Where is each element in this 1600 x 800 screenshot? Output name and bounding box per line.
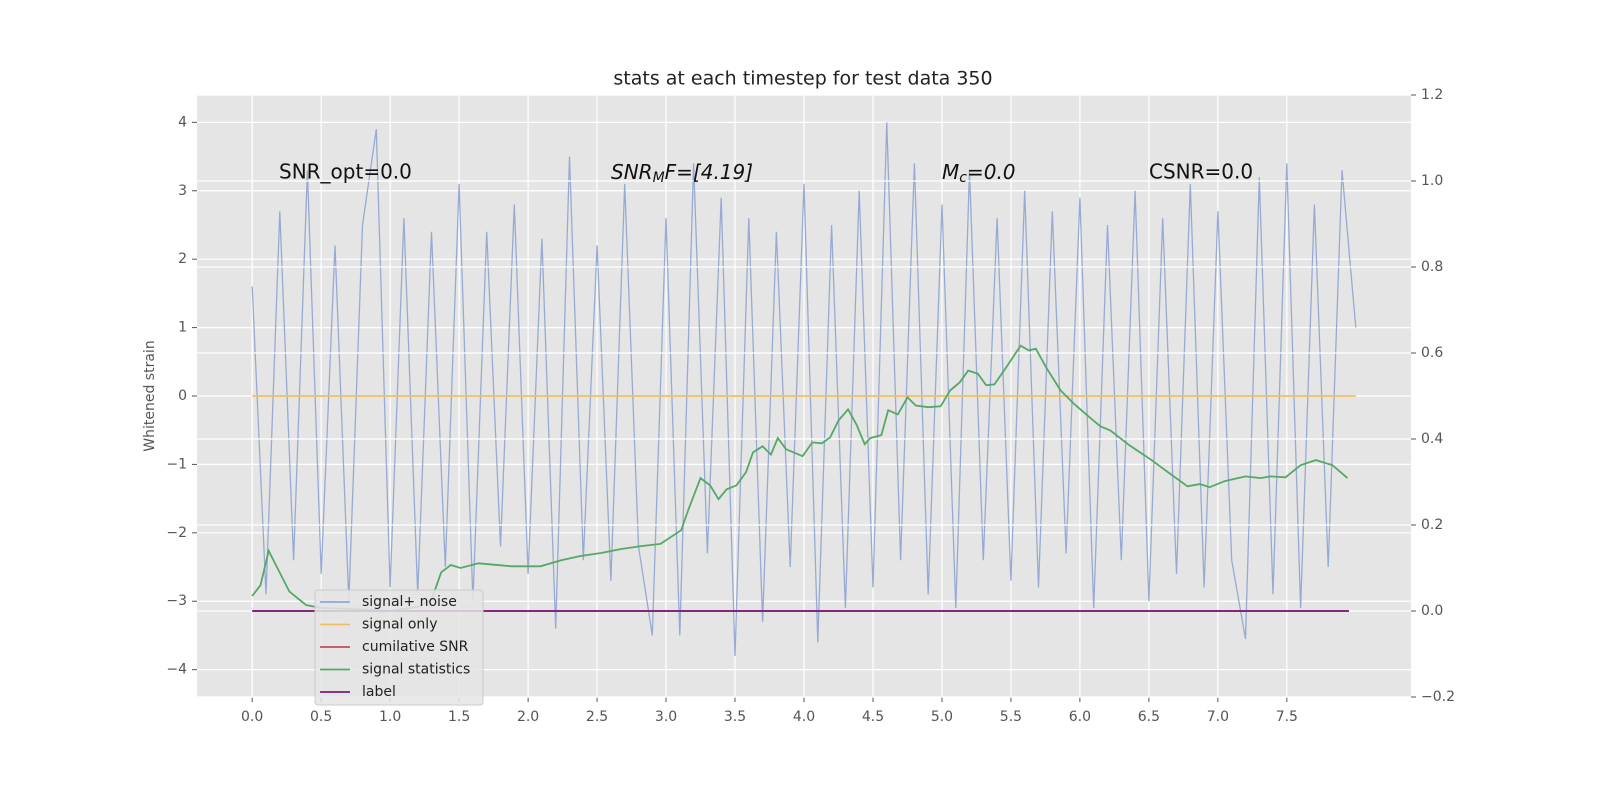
y2-tick-label: 0.6 bbox=[1421, 345, 1443, 361]
x-tick-label: 3.5 bbox=[724, 709, 746, 725]
annotation: CSNR=0.0 bbox=[1149, 160, 1253, 184]
x-tick-label: 5.0 bbox=[931, 709, 953, 725]
legend-label: label bbox=[362, 684, 396, 700]
x-tick-label: 7.5 bbox=[1276, 709, 1298, 725]
annotation: SNR_opt=0.0 bbox=[279, 160, 412, 184]
annotation-sub: M bbox=[653, 170, 665, 186]
chart-title: stats at each timestep for test data 350 bbox=[613, 68, 992, 90]
x-tick-label: 2.0 bbox=[517, 709, 539, 725]
x-tick-label: 3.0 bbox=[655, 709, 677, 725]
x-tick-label: 1.5 bbox=[448, 709, 470, 725]
x-tick-label: 2.5 bbox=[586, 709, 608, 725]
y-tick-label: −1 bbox=[166, 456, 187, 472]
series-line bbox=[251, 344, 1349, 612]
legend-label: signal+ noise bbox=[362, 594, 457, 610]
annotation-tail: F=[4.19] bbox=[665, 160, 753, 184]
x-tick-label: 5.5 bbox=[1000, 709, 1022, 725]
y2-tick-label: 1.0 bbox=[1421, 173, 1443, 189]
y-tick-label: 2 bbox=[178, 251, 187, 267]
x-tick-label: 0.0 bbox=[241, 709, 263, 725]
annotation-main: SNR bbox=[611, 160, 653, 184]
legend-label: cumilative SNR bbox=[362, 639, 469, 655]
x-tick-label: 1.0 bbox=[379, 709, 401, 725]
legend-box bbox=[314, 589, 484, 706]
y-tick-label: 1 bbox=[178, 320, 187, 336]
y-tick-label: 3 bbox=[178, 183, 187, 199]
y2-tick-label: 1.2 bbox=[1421, 87, 1443, 103]
y-tick-label: −3 bbox=[166, 593, 187, 609]
y2-tick-label: −0.2 bbox=[1421, 689, 1455, 705]
x-tick-label: 4.0 bbox=[793, 709, 815, 725]
y2-tick-label: 0.4 bbox=[1421, 431, 1443, 447]
annotation-sub: c bbox=[959, 170, 967, 186]
annotation-tail: =0.0 bbox=[967, 160, 1016, 184]
y-tick-label: −4 bbox=[166, 662, 187, 678]
y-axis-label: Whitened strain bbox=[142, 340, 158, 451]
series-line bbox=[251, 122, 1357, 657]
annotation-main: M bbox=[942, 160, 959, 184]
legend-label: signal only bbox=[362, 617, 437, 633]
legend-label: signal statistics bbox=[362, 662, 470, 678]
y2-tick-label: 0.2 bbox=[1421, 517, 1443, 533]
y2-tick-label: 0.8 bbox=[1421, 259, 1443, 275]
y-tick-label: −2 bbox=[166, 525, 187, 541]
annotation: Mc=0.0 bbox=[942, 160, 1016, 187]
x-tick-label: 4.5 bbox=[862, 709, 884, 725]
x-tick-label: 6.0 bbox=[1069, 709, 1091, 725]
y-tick-label: 4 bbox=[178, 114, 187, 130]
y-tick-label: 0 bbox=[178, 388, 187, 404]
x-tick-label: 0.5 bbox=[310, 709, 332, 725]
annotation: SNRMF=[4.19] bbox=[611, 160, 753, 187]
y2-tick-label: 0.0 bbox=[1421, 603, 1443, 619]
x-tick-label: 6.5 bbox=[1138, 709, 1160, 725]
x-tick-label: 7.0 bbox=[1207, 709, 1229, 725]
